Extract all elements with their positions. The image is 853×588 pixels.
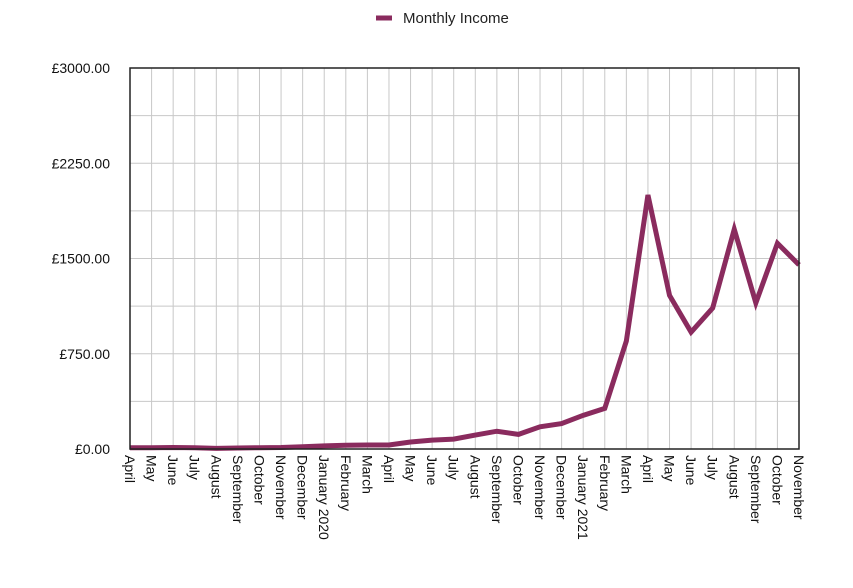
x-tick-label: July <box>187 455 203 480</box>
x-tick-label: October <box>769 455 785 505</box>
x-tick-label: June <box>683 455 699 486</box>
x-tick-label: January 2020 <box>316 455 332 540</box>
data-point <box>430 438 435 443</box>
data-point <box>494 429 499 434</box>
x-tick-label: August <box>726 455 742 499</box>
x-tick-label: December <box>295 455 311 520</box>
data-point <box>732 227 737 232</box>
x-axis-ticks: April May June July August September October No… <box>122 455 807 540</box>
data-point <box>667 293 672 298</box>
data-point <box>753 300 758 305</box>
x-tick-label: September <box>748 455 764 524</box>
x-tick-label: April <box>640 455 656 483</box>
data-point <box>473 433 478 438</box>
x-tick-label: October <box>510 455 526 505</box>
data-point <box>386 442 391 447</box>
data-point <box>322 443 327 448</box>
y-tick-label: £3000.00 <box>52 60 111 76</box>
y-axis-ticks: £0.00 £750.00 £1500.00 £2250.00 £3000.00 <box>52 60 111 457</box>
y-tick-label: £750.00 <box>59 346 110 362</box>
data-point <box>408 440 413 445</box>
x-tick-label: July <box>705 455 721 480</box>
data-point <box>710 306 715 311</box>
plot-frame <box>129 67 800 450</box>
x-tick-label: October <box>251 455 267 505</box>
data-point <box>516 432 521 437</box>
data-point <box>343 443 348 448</box>
series <box>130 193 801 451</box>
x-tick-label: February <box>338 455 354 511</box>
x-tick-label: April <box>122 455 138 483</box>
y-tick-label: £2250.00 <box>52 155 111 171</box>
x-tick-label: June <box>165 455 181 486</box>
x-tick-label: March <box>618 455 634 494</box>
grid <box>129 67 800 450</box>
x-tick-label: April <box>381 455 397 483</box>
x-tick-label: May <box>144 455 160 481</box>
x-tick-label: June <box>424 455 440 486</box>
series-line-monthly-income <box>130 194 801 451</box>
y-tick-label: £0.00 <box>75 441 110 457</box>
data-point <box>451 437 456 442</box>
data-point <box>538 424 543 429</box>
x-tick-label: May <box>403 455 419 481</box>
x-tick-label: August <box>208 455 224 499</box>
data-point <box>689 330 694 335</box>
x-tick-label: February <box>597 455 613 511</box>
data-point <box>775 241 780 246</box>
x-tick-label: March <box>359 455 375 494</box>
x-tick-label: November <box>532 455 548 520</box>
x-tick-label: August <box>467 455 483 499</box>
data-point <box>559 421 564 426</box>
data-point <box>624 339 629 344</box>
y-tick-label: £1500.00 <box>52 251 111 267</box>
data-point <box>602 406 607 411</box>
x-tick-label: November <box>791 455 807 520</box>
legend: Monthly Income <box>376 10 509 27</box>
x-tick-label: December <box>554 455 570 520</box>
legend-label: Monthly Income <box>403 10 509 27</box>
x-tick-label: November <box>273 455 289 520</box>
data-point <box>645 193 650 198</box>
x-tick-label: January 2021 <box>575 455 591 540</box>
x-tick-label: May <box>662 455 678 481</box>
x-tick-label: July <box>446 455 462 480</box>
data-point <box>365 442 370 447</box>
data-point <box>581 413 586 418</box>
x-tick-label: September <box>230 455 246 524</box>
x-tick-label: September <box>489 455 505 524</box>
